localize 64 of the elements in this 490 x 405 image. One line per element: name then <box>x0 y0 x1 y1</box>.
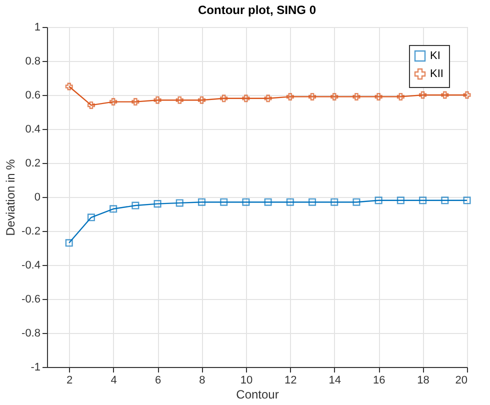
point <box>396 92 404 100</box>
point <box>87 101 95 109</box>
point <box>110 205 118 213</box>
point <box>176 199 184 207</box>
point <box>330 92 338 100</box>
point <box>220 198 228 206</box>
point <box>198 96 206 104</box>
point <box>242 198 250 206</box>
point <box>176 96 184 104</box>
point <box>352 198 360 206</box>
y-tick-label: 0 <box>34 192 40 204</box>
point <box>87 214 95 222</box>
y-axis-title: Deviation in % <box>4 158 18 236</box>
x-axis-title: Contour <box>236 388 279 402</box>
point <box>264 198 272 206</box>
y-tick-label: -0.2 <box>22 226 40 238</box>
x-tick-label: 20 <box>455 374 468 386</box>
point <box>65 239 73 247</box>
y-tick-label: -0.6 <box>22 294 40 306</box>
x-tick-label: 6 <box>154 374 162 386</box>
point <box>65 82 73 90</box>
point <box>463 91 471 99</box>
point <box>286 198 294 206</box>
point <box>154 96 162 104</box>
point <box>286 92 294 100</box>
x-tick-label: 14 <box>328 374 341 386</box>
x-tick-label: 12 <box>284 374 297 386</box>
y-tick-label: -0.8 <box>22 328 40 340</box>
y-tick-label: 1 <box>34 22 40 34</box>
point <box>419 91 427 99</box>
x-tick-label: 2 <box>66 374 73 386</box>
legend-label: KI <box>430 50 440 62</box>
point <box>308 198 316 206</box>
y-tick-label: 0.8 <box>25 56 40 68</box>
point <box>441 91 449 99</box>
point <box>198 198 206 206</box>
point <box>154 200 162 208</box>
y-tick-label: -1 <box>30 362 40 374</box>
chart-title: Contour plot, SING 0 <box>198 3 316 17</box>
x-tick-label: 8 <box>199 374 206 386</box>
x-tick-label: 16 <box>372 374 386 386</box>
point <box>220 94 228 102</box>
point <box>308 92 316 100</box>
point <box>419 196 427 204</box>
point <box>352 92 360 100</box>
point <box>374 196 382 204</box>
y-tick-label: 0.2 <box>25 158 40 170</box>
point <box>110 98 118 106</box>
y-tick-label: 0.6 <box>25 90 40 102</box>
point <box>396 196 404 204</box>
y-tick-label: 0.4 <box>25 124 40 136</box>
point <box>132 202 140 210</box>
legend-label: KII <box>430 68 444 80</box>
point <box>264 94 272 102</box>
x-tick-label: 18 <box>417 374 430 386</box>
x-tick-label: 4 <box>110 374 117 386</box>
point <box>330 198 338 206</box>
point <box>441 196 449 204</box>
point <box>132 98 140 106</box>
x-tick-label: 10 <box>240 374 253 386</box>
point <box>242 94 250 102</box>
point <box>374 92 382 100</box>
point <box>463 196 471 204</box>
y-tick-label: -0.4 <box>22 260 40 272</box>
